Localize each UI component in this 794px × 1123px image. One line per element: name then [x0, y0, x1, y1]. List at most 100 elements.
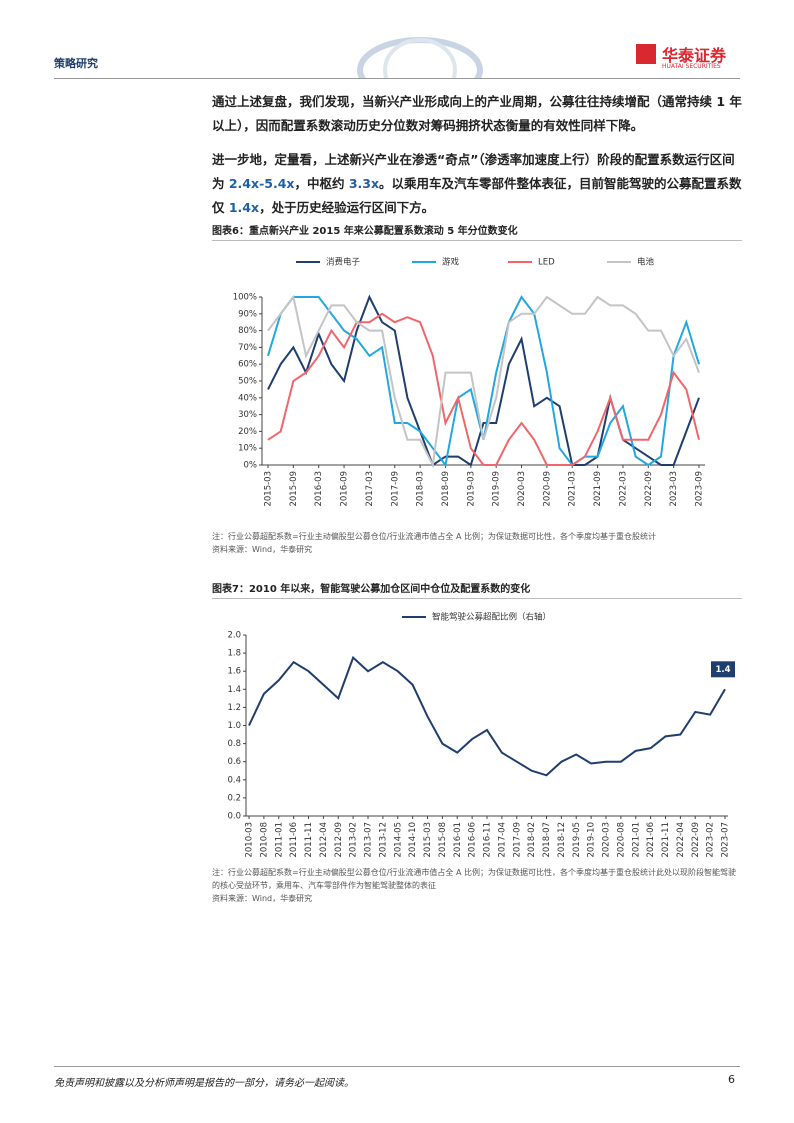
x-tick-label: 2018-07 [542, 822, 552, 858]
legend-label: 电池 [637, 257, 655, 268]
x-tick-label: 2012-09 [334, 822, 344, 858]
x-tick-label: 2022-04 [676, 822, 686, 858]
footer-rule [54, 1066, 740, 1067]
text-run: 。以乘用车及汽车零部件整体表征，目前智能驾驶的公募配置系数仅 [212, 176, 742, 215]
logo-icon [636, 44, 656, 64]
x-tick-label: 2022-09 [644, 471, 654, 507]
x-tick-label: 2023-03 [669, 471, 679, 507]
y-tick-label: 30% [238, 410, 257, 420]
legend-label: 智能驾驶公募超配比例（右轴） [432, 612, 551, 623]
x-tick-label: 2020-03 [602, 822, 612, 858]
chart: 0% 10% 20% 30% 40% 50% 60% 70% 80% 90% 100% 2015-03… [233, 257, 705, 507]
chart: 0.0 0.2 0.4 0.6 0.8 1.0 1.2 1.4 1.6 1.8 2.0 2010-03… [227, 612, 735, 858]
paragraph: 通过上述复盘，我们发现，当新兴产业形成向上的产业周期，公募往往持续增配（通常持续… [212, 90, 742, 138]
data-label: 1.4 [715, 665, 730, 675]
x-tick-label: 2019-05 [572, 822, 582, 858]
x-tick-label: 2015-08 [438, 822, 448, 858]
y-tick-label: 40% [238, 393, 257, 403]
y-tick-label: 0.4 [227, 775, 241, 785]
paragraph: 进一步地，定量看，上述新兴产业在渗透“奇点”（渗透率加速度上行）阶段的配置系数运… [212, 148, 742, 220]
figure-note: 注：行业公募超配系数=行业主动偏股型公募仓位/行业流通市值占全 A 比例；为保证… [212, 868, 736, 890]
x-tick-label: 2011-11 [304, 822, 314, 858]
y-tick-label: 1.4 [227, 685, 241, 695]
section-label: 策略研究 [54, 57, 98, 70]
y-tick-label: 0.8 [227, 739, 241, 749]
x-tick-label: 2021-09 [593, 471, 603, 507]
x-tick-label: 2021-03 [568, 471, 578, 507]
text-run: ，中枢约 [294, 176, 349, 191]
x-tick-label: 2011-01 [274, 822, 284, 858]
text-run: 通过上述复盘，我们发现，当新兴产业形成向上的产业周期，公募往往持续增配（通常持续… [212, 94, 742, 133]
x-tick-label: 2018-09 [441, 471, 451, 507]
y-tick-label: 1.0 [227, 721, 241, 731]
x-tick-label: 2015-03 [264, 471, 274, 507]
x-tick-label: 2021-01 [631, 822, 641, 858]
y-tick-label: 0% [244, 461, 258, 471]
header-decoration [357, 37, 483, 78]
text-run: 进一步地，定量看，上述新兴产业在渗透“奇点”（渗透率加速度上行）阶段的配置系数运… [212, 152, 735, 191]
legend-label: 游戏 [442, 257, 460, 268]
x-tick-label: 2022-09 [691, 822, 701, 858]
figure-note: 注：行业公募超配系数=行业主动偏股型公募仓位/行业流通市值占全 A 比例；为保证… [212, 532, 656, 541]
x-tick-label: 2017-09 [390, 471, 400, 507]
text-run: 2.4x-5.4x [228, 176, 295, 191]
y-tick-label: 60% [238, 360, 257, 370]
x-tick-label: 2014-10 [408, 822, 418, 858]
x-tick-label: 2016-09 [340, 471, 350, 507]
x-tick-label: 2015-09 [289, 471, 299, 507]
figure-title: 图表6：重点新兴产业 2015 年来公募配置系数滚动 5 年分位数变化 [212, 222, 742, 241]
figure-source: 资料来源：Wind，华泰研究 [212, 894, 313, 903]
series-line [248, 655, 726, 777]
x-tick-label: 2011-06 [289, 822, 299, 858]
y-tick-label: 1.8 [227, 649, 241, 659]
x-tick-label: 2020-08 [616, 822, 626, 858]
y-tick-label: 0.0 [227, 812, 241, 822]
series-line [267, 294, 700, 467]
x-tick-label: 2013-12 [378, 822, 388, 858]
x-tick-label: 2019-10 [587, 822, 597, 858]
legend-label: LED [538, 258, 555, 268]
brand-en: HUATAI SECURITIES [662, 63, 721, 70]
x-tick-label: 2018-12 [557, 822, 567, 858]
brand: 华泰证券 [662, 46, 727, 65]
y-tick-label: 10% [238, 444, 257, 454]
x-tick-label: 2013-07 [364, 822, 374, 858]
series-line [267, 294, 700, 469]
y-tick-label: 100% [233, 293, 257, 303]
y-tick-label: 20% [238, 427, 257, 437]
text-run: 1.4x [228, 200, 260, 215]
x-tick-label: 2016-06 [468, 822, 478, 858]
figure-source: 资料来源：Wind，华泰研究 [212, 545, 313, 554]
text-run: ，处于历史经验运行区间下方。 [259, 200, 435, 215]
data-label-box [711, 661, 735, 678]
disclaimer: 免责声明和披露以及分析师声明是报告的一部分，请务必一起阅读。 [54, 1078, 354, 1089]
x-tick-label: 2020-03 [517, 471, 527, 507]
header-rule [54, 78, 740, 79]
x-tick-label: 2017-03 [365, 471, 375, 507]
x-tick-label: 2020-09 [542, 471, 552, 507]
x-tick-label: 2016-11 [483, 822, 493, 858]
x-tick-label: 2023-07 [721, 822, 731, 858]
x-tick-label: 2021-06 [646, 822, 656, 858]
x-tick-label: 2013-02 [349, 822, 359, 858]
x-tick-label: 2016-01 [453, 822, 463, 858]
x-tick-label: 2015-03 [423, 822, 433, 858]
legend-label: 消费电子 [326, 257, 361, 268]
x-tick-label: 2014-05 [393, 822, 403, 858]
x-tick-label: 2018-03 [416, 471, 426, 507]
series-line [267, 312, 700, 466]
y-tick-label: 0.6 [227, 757, 241, 767]
x-tick-label: 2018-02 [527, 822, 537, 858]
y-tick-label: 2.0 [227, 631, 241, 641]
x-tick-label: 2023-09 [695, 471, 705, 507]
figure-title: 图表7：2010 年以来，智能驾驶公募加仓区间中仓位及配置系数的变化 [212, 580, 742, 599]
y-tick-label: 0.2 [227, 793, 241, 803]
x-tick-label: 2016-03 [314, 471, 324, 507]
x-tick-label: 2019-03 [466, 471, 476, 507]
x-tick-label: 2023-02 [706, 822, 716, 858]
x-tick-label: 2012-04 [319, 822, 329, 858]
x-tick-label: 2021-11 [661, 822, 671, 858]
x-tick-label: 2010-03 [245, 822, 255, 858]
y-tick-label: 1.6 [227, 667, 241, 677]
